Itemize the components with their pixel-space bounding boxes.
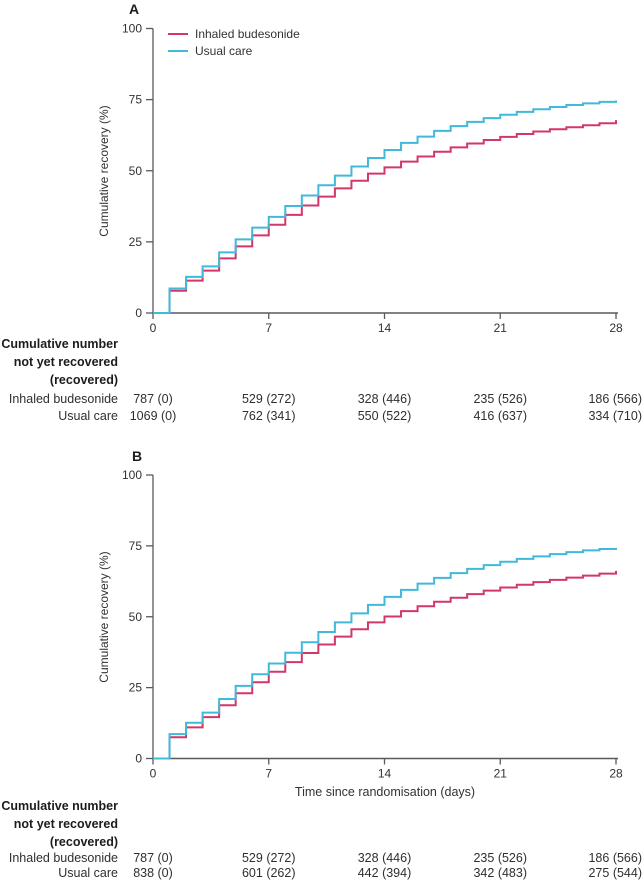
y-tick-label: 75	[129, 539, 143, 553]
x-tick-label: 21	[494, 321, 508, 335]
table-row-label-usual-care: Usual care	[58, 409, 118, 423]
y-tick-label: 75	[129, 93, 143, 107]
table-b-header-line: (recovered)	[49, 835, 118, 849]
table-cell: 328 (446)	[357, 392, 412, 406]
table-cell: 838 (0)	[133, 866, 173, 880]
budesonide-line-swatch	[168, 32, 188, 35]
table-cell: 1069 (0)	[129, 409, 177, 423]
y-tick-label: 0	[135, 306, 142, 320]
table-row-label-usual-care: Usual care	[58, 866, 118, 880]
panel-b-label: B	[132, 448, 143, 464]
x-tick-label: 28	[609, 321, 623, 335]
table-cell: 416 (637)	[473, 409, 527, 423]
usual-care-line-swatch	[168, 49, 188, 52]
table-cell: 328 (446)	[357, 851, 412, 865]
legend-item-usual-care: Usual care	[168, 42, 300, 59]
table-cell: 342 (483)	[473, 866, 527, 880]
legend-item-inhaled-budesonide: Inhaled budesonide	[168, 25, 300, 42]
table-cell: 762 (341)	[241, 409, 296, 423]
y-tick-label: 100	[122, 22, 142, 36]
table-cell: 186 (566)	[588, 851, 642, 865]
table-row-label-inhaled-budesonide: Inhaled budesonide	[8, 392, 118, 406]
table-cell: 186 (566)	[588, 392, 642, 406]
table-cell: 787 (0)	[133, 392, 173, 406]
series-line-usual-care	[153, 100, 617, 314]
table-cell: 601 (262)	[241, 866, 296, 880]
x-tick-label: 7	[265, 767, 272, 781]
x-tick-label: 21	[494, 767, 508, 781]
panel-b-y-axis-title: Cumulative recovery (%)	[97, 551, 111, 683]
table-b-header-line: Cumulative number	[1, 799, 118, 813]
table-a-header-line: Cumulative number	[1, 337, 118, 351]
table-row-label-inhaled-budesonide: Inhaled budesonide	[8, 851, 118, 865]
table-cell: 235 (526)	[473, 392, 527, 406]
y-tick-label: 25	[129, 681, 143, 695]
table-cell: 334 (710)	[588, 409, 642, 423]
y-tick-label: 25	[129, 235, 143, 249]
panel-a-plot: 0 25 50 75 100 0 7 14 21 28	[122, 22, 623, 336]
table-cell: 550 (522)	[357, 409, 412, 423]
series-line-inhaled-budesonide	[153, 120, 617, 314]
x-tick-label: 28	[609, 767, 623, 781]
y-tick-label: 50	[129, 610, 143, 624]
legend: Inhaled budesonide Usual care	[168, 25, 300, 59]
x-tick-label: 14	[378, 767, 392, 781]
table-cell: 235 (526)	[473, 851, 527, 865]
table-b-header-line: not yet recovered	[13, 817, 118, 831]
y-tick-label: 50	[129, 164, 143, 178]
panel-a-label: A	[129, 1, 140, 17]
table-cell: 275 (544)	[588, 866, 642, 880]
x-tick-label: 14	[378, 321, 392, 335]
y-tick-label: 0	[135, 752, 142, 766]
table-a-header-line: (recovered)	[49, 373, 118, 387]
legend-label: Inhaled budesonide	[195, 26, 300, 41]
panel-b-plot: 0 25 50 75 100 0 7 14 21 28	[122, 468, 623, 781]
panel-a-y-axis-title: Cumulative recovery (%)	[97, 105, 111, 237]
table-cell: 787 (0)	[133, 851, 173, 865]
table-a-header-line: not yet recovered	[13, 355, 118, 369]
table-cell: 442 (394)	[357, 866, 412, 880]
x-tick-label: 0	[150, 767, 157, 781]
x-tick-label: 7	[265, 321, 272, 335]
series-line-inhaled-budesonide	[153, 570, 617, 760]
series-line-usual-care	[153, 547, 617, 760]
x-tick-label: 0	[150, 321, 157, 335]
legend-label: Usual care	[195, 43, 253, 58]
y-tick-label: 100	[122, 468, 142, 482]
panel-b-x-axis-title: Time since randomisation (days)	[294, 785, 476, 799]
table-cell: 529 (272)	[241, 851, 296, 865]
table-cell: 529 (272)	[241, 392, 296, 406]
